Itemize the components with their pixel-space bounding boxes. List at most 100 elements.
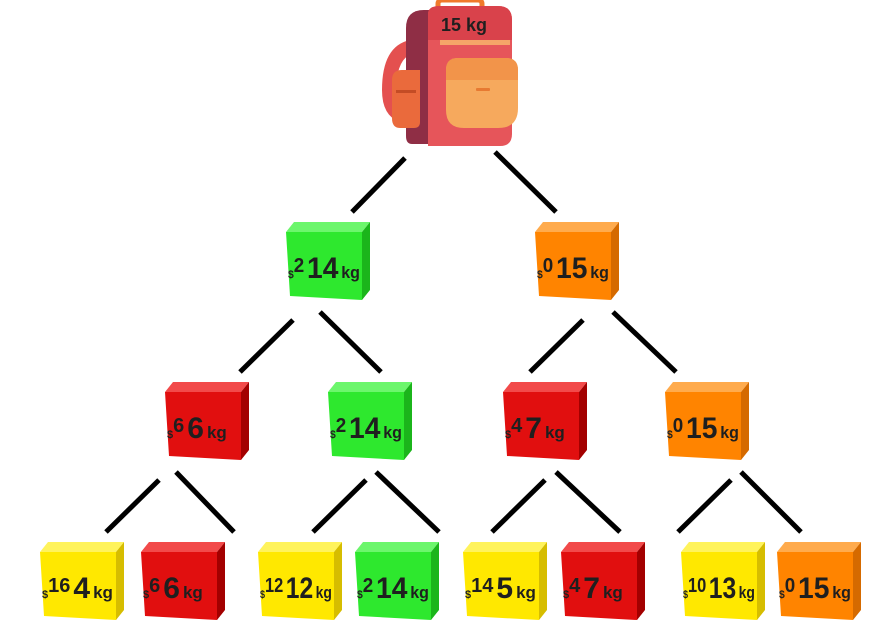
edge-root-to-right	[493, 150, 558, 214]
cube-front-face	[561, 552, 637, 620]
item-value: 2	[336, 414, 347, 437]
edge-root-to-left	[350, 156, 407, 214]
dollar-sign: $	[143, 589, 149, 601]
edge-l2d-to-l3g	[676, 478, 733, 534]
cube-front-face	[681, 552, 757, 620]
item-weight-unit: kg	[590, 264, 609, 283]
dollar-sign: $	[357, 589, 363, 601]
item-value: 10	[688, 573, 706, 596]
cube-level2-1: $214 kg	[328, 382, 412, 460]
cube-top-face	[665, 382, 749, 392]
edge-l2b-to-l3d	[374, 470, 441, 534]
dollar-sign: $	[330, 429, 336, 441]
cube-level2-0: $6 6 kg	[165, 382, 249, 460]
cube-top-face	[681, 542, 765, 552]
item-weight-unit: kg	[207, 423, 227, 442]
item-weight: 7	[525, 412, 542, 445]
cube-side-face	[116, 542, 124, 620]
cube-level1-1: $015 kg	[535, 222, 619, 300]
cube-side-face	[334, 542, 342, 620]
item-weight: 4	[73, 572, 90, 605]
item-value: 4	[511, 415, 523, 437]
cube-label: $214 kg	[288, 252, 360, 285]
cube-side-face	[431, 542, 439, 620]
edge-l1a-to-l2a	[238, 318, 295, 374]
cube-level3-6: $1013 kg	[681, 542, 765, 620]
item-value: 12	[265, 573, 283, 596]
cube-label: $4 7 kg	[563, 572, 623, 605]
edge-l2a-to-l3a	[104, 478, 161, 534]
dollar-sign: $	[288, 269, 294, 281]
dollar-sign: $	[42, 589, 48, 601]
cube-side-face	[404, 382, 412, 460]
cube-top-face	[535, 222, 619, 232]
item-weight-unit: kg	[410, 584, 429, 603]
cube-label: $015 kg	[667, 412, 739, 445]
item-weight-unit: kg	[739, 584, 755, 603]
edge-l1a-to-l2b	[318, 310, 383, 374]
cube-front-face	[40, 552, 116, 620]
cube-front-face	[355, 552, 431, 620]
cube-label: $6 6 kg	[143, 572, 203, 605]
cube-label: $4 7 kg	[505, 412, 565, 445]
cube-front-face	[503, 392, 579, 460]
cube-side-face	[741, 382, 749, 460]
cube-front-face	[463, 552, 539, 620]
cube-top-face	[165, 382, 249, 392]
cube-top-face	[463, 542, 547, 552]
cube-label: $214 kg	[330, 412, 402, 445]
edge-l2b-to-l3c	[311, 478, 368, 534]
cube-side-face	[217, 542, 225, 620]
cube-top-face	[777, 542, 861, 552]
cube-top-face	[141, 542, 225, 552]
cube-top-face	[503, 382, 587, 392]
item-weight: 6	[187, 412, 204, 445]
item-weight-unit: kg	[341, 264, 360, 283]
cube-front-face	[665, 392, 741, 460]
edge-l1b-to-l2d	[611, 310, 678, 374]
cube-front-face	[777, 552, 853, 620]
cube-level3-4: $14 5 kg	[463, 542, 547, 620]
dollar-sign: $	[667, 429, 673, 441]
item-weight: 6	[163, 572, 180, 605]
item-value: 2	[294, 254, 305, 277]
item-weight: 15	[556, 252, 587, 285]
cube-side-face	[853, 542, 861, 620]
item-weight-unit: kg	[832, 584, 851, 603]
item-value: 0	[673, 414, 683, 437]
item-value: 14	[471, 575, 494, 597]
dollar-sign: $	[505, 429, 511, 441]
cube-level3-2: $1212 kg	[258, 542, 342, 620]
dollar-sign: $	[683, 589, 688, 601]
cube-label: $015 kg	[779, 572, 851, 605]
cube-front-face	[141, 552, 217, 620]
edge-l1b-to-l2c	[528, 318, 585, 374]
tree-edges	[104, 150, 803, 534]
cube-side-face	[539, 542, 547, 620]
item-value: 6	[149, 575, 160, 597]
cube-level2-3: $015 kg	[665, 382, 749, 460]
cube-side-face	[241, 382, 249, 460]
item-weight-unit: kg	[93, 583, 113, 602]
dollar-sign: $	[167, 429, 173, 441]
item-weight-unit: kg	[720, 424, 739, 443]
cube-top-face	[355, 542, 439, 552]
item-weight: 5	[496, 572, 513, 605]
item-weight-unit: kg	[316, 584, 332, 603]
edge-l2c-to-l3f	[554, 470, 622, 534]
dollar-sign: $	[779, 589, 785, 601]
cube-top-face	[328, 382, 412, 392]
item-weight: 7	[583, 572, 600, 605]
dollar-sign: $	[465, 589, 471, 601]
backpack-capacity-label: 15 kg	[441, 15, 487, 35]
cube-side-face	[579, 382, 587, 460]
cube-top-face	[258, 542, 342, 552]
backpack-icon: 15 kg	[382, 0, 518, 146]
edge-l2d-to-l3h	[739, 470, 803, 534]
cube-label: $1212 kg	[260, 571, 332, 605]
cube-front-face	[286, 232, 362, 300]
dollar-sign: $	[260, 589, 265, 601]
cube-level2-2: $4 7 kg	[503, 382, 587, 460]
cube-label: $6 6 kg	[167, 412, 227, 445]
